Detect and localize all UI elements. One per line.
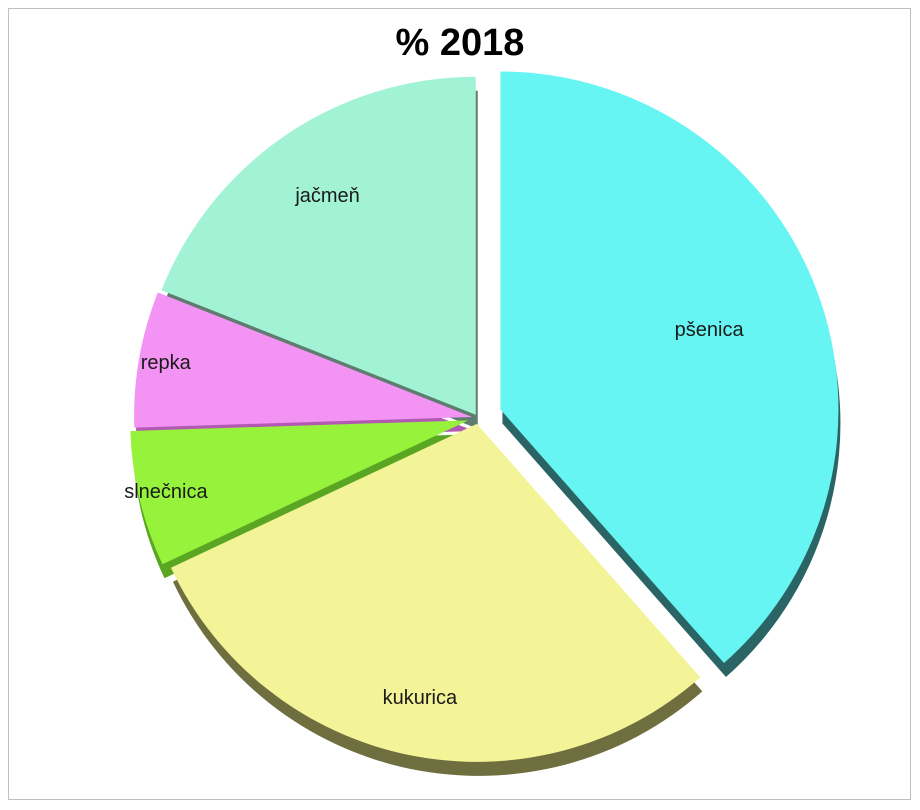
pie-slice-kukurica: [170, 423, 701, 762]
chart-title: % 2018: [395, 22, 525, 64]
pie-slice-psenica: [500, 71, 839, 664]
pie-slice-repka: [134, 292, 473, 428]
slice-label-slnecnica: slnečnica: [124, 481, 208, 503]
pie-slice-layer: [130, 71, 839, 762]
pie-slice-slnecnica: [130, 420, 469, 565]
slice-label-jacmen: jačmeň: [294, 185, 359, 207]
pie-label-layer: pšenica kukurica slnečnica repka jačmeň: [124, 185, 744, 709]
pie-slice-jacmen: [161, 76, 476, 415]
slice-label-psenica: pšenica: [675, 319, 745, 341]
slice-label-repka: repka: [141, 352, 192, 374]
slice-label-kukurica: kukurica: [383, 687, 458, 709]
